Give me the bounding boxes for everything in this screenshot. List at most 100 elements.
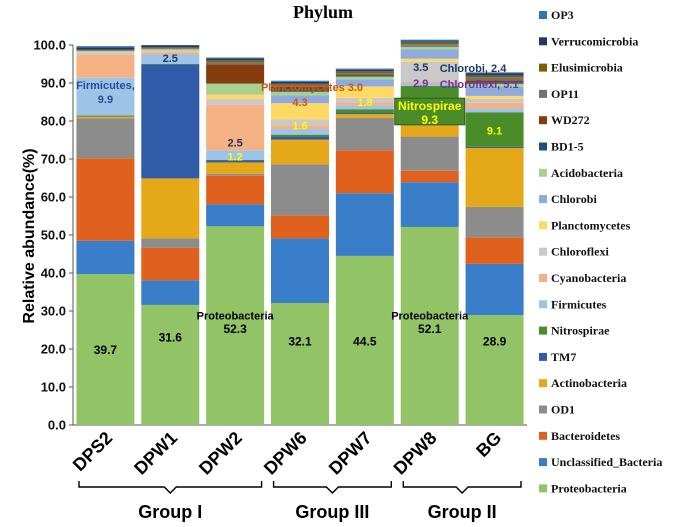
bar-segment-dpw7-acidobacteria xyxy=(335,76,394,80)
bar-segment-bg-od1 xyxy=(465,206,524,238)
legend-swatch-planctomycetes xyxy=(539,221,547,230)
bar-segment-dpw2-wd272 xyxy=(206,64,265,84)
bar-segment-dpw6-od1 xyxy=(271,164,329,216)
bar-segment-dpw8-elusimicrobia xyxy=(400,42,459,45)
axes: 0.0 10.0 20.0 30.0 40.0 50.0 60.0 70.0 80.0 90.0 1… xyxy=(33,38,527,433)
legend-label: Acidobacteria xyxy=(551,166,623,180)
y-tick-label: 50.0 xyxy=(41,228,66,243)
bar-segment-dps2-actinobacteria xyxy=(76,116,135,119)
nitrospirae-callout-text: Nitrospirae xyxy=(398,99,462,113)
y-tick-label: 70.0 xyxy=(41,152,66,167)
bar-label: Chlorobi, 2.4 xyxy=(440,63,508,75)
bar-segment-dpw2-bacteroidetes xyxy=(206,175,265,205)
legend-label: Actinobacteria xyxy=(551,376,627,390)
bar-segment-dpw8-od1 xyxy=(400,136,459,171)
bar-segment-bg-tm7 xyxy=(465,146,524,148)
bar-segment-dps2-cyanobacteria xyxy=(76,54,135,78)
legend-swatch-verrucomicrobia xyxy=(539,37,547,46)
bar-segment-dpw1-bacteroidetes xyxy=(141,247,200,281)
bar-segment-dps2-tm7 xyxy=(76,115,135,117)
bar-segment-bg-op3 xyxy=(465,72,524,74)
bar-segment-bg-op11 xyxy=(465,77,524,81)
bar-label: 3.5 xyxy=(413,62,428,74)
chart-title: Phylum xyxy=(293,2,353,22)
category-label-dpw7: DPW7 xyxy=(325,428,376,479)
category-label-dps2: DPS2 xyxy=(69,428,116,475)
bar-segment-dpw1-tm7 xyxy=(141,64,200,179)
legend-swatch-chlorobi xyxy=(539,195,547,204)
group-bracket xyxy=(78,481,263,494)
bar-segment-dpw2-planctomycetes xyxy=(206,94,265,99)
legend-swatch-proteobacteria xyxy=(539,484,547,493)
bar-segment-bg-proteobacteria xyxy=(465,315,524,425)
bar-segment-dpw7-unclassified-bacteria xyxy=(335,193,394,256)
bar-segment-dpw6-acidobacteria xyxy=(271,91,329,96)
bar-segment-dpw6-actinobacteria xyxy=(271,139,329,165)
bar-segment-dpw6-chlorobi xyxy=(271,95,329,104)
y-tick-label: 20.0 xyxy=(41,342,66,357)
group-label: Group I xyxy=(138,502,202,522)
bar-segment-dpw2-actinobacteria xyxy=(206,162,265,174)
legend-label: Bacteroidetes xyxy=(551,429,620,443)
legend-label: Proteobacteria xyxy=(551,481,627,495)
bar-label: Proteobacteria xyxy=(197,311,275,323)
bar-segment-dpw1-verrucomicrobia xyxy=(141,45,200,48)
legend-swatch-unclassified-bacteria xyxy=(539,458,547,467)
bar-segment-bg-actinobacteria xyxy=(465,147,524,207)
legend-swatch-firmicutes xyxy=(539,300,547,309)
bar-segment-dpw1-actinobacteria xyxy=(141,178,200,239)
bar-segment-dpw2-acidobacteria xyxy=(206,83,265,95)
bar-label: 9.1 xyxy=(487,126,502,138)
bar-label: 4.3 xyxy=(292,97,307,109)
bar-segment-dpw2-unclassified-bacteria xyxy=(206,204,265,227)
bar-label: 44.5 xyxy=(353,334,377,348)
category-label-dpw6: DPW6 xyxy=(260,428,311,479)
legend-swatch-bd1-5 xyxy=(539,142,547,151)
category-label-bg: BG xyxy=(472,428,505,461)
bar-segment-dpw7-actinobacteria xyxy=(335,114,394,118)
bar-segment-dpw2-proteobacteria xyxy=(206,226,265,425)
y-tick-label: 100.0 xyxy=(33,38,66,53)
legend-swatch-acidobacteria xyxy=(539,168,547,177)
category-label-dpw1: DPW1 xyxy=(130,428,181,479)
group-bracket xyxy=(272,481,392,494)
bar-segment-bg-planctomycetes xyxy=(465,95,524,99)
bar-segment-dpw7-nitrospirae xyxy=(335,109,394,114)
bar-segment-dpw6-op3 xyxy=(271,80,329,82)
bar-segment-dpw7-proteobacteria xyxy=(335,255,394,425)
bar-segment-dpw6-tm7 xyxy=(271,136,329,140)
bar-segment-dpw2-od1 xyxy=(206,173,265,176)
legend-swatch-elusimicrobia xyxy=(539,63,547,72)
bar-segment-dpw6-elusimicrobia xyxy=(271,83,329,85)
legend-swatch-op3 xyxy=(539,11,547,19)
legend-swatch-op11 xyxy=(539,89,547,98)
bar-segment-bg-chlorobi xyxy=(465,86,524,96)
bar-label: 39.7 xyxy=(94,343,118,357)
bar-label: Firmicutes, xyxy=(76,80,135,92)
bar-segment-dpw1-planctomycetes xyxy=(141,50,200,52)
bar-label: Chloroflexi, 5.1 xyxy=(440,79,519,91)
bar-segment-dpw6-nitrospirae xyxy=(271,134,329,137)
bar-segment-dpw2-elusimicrobia xyxy=(206,60,265,63)
bar-segment-dpw6-cyanobacteria xyxy=(271,125,329,129)
bar-segment-dps2-chloroflexi xyxy=(76,52,135,55)
legend-swatch-nitrospirae xyxy=(539,326,547,335)
legend-label: Nitrospirae xyxy=(551,324,610,338)
bar-segment-dpw1-acidobacteria xyxy=(141,49,200,50)
y-tick-label: 30.0 xyxy=(41,304,66,319)
bar-label: 2.5 xyxy=(163,53,178,65)
legend-swatch-actinobacteria xyxy=(539,379,547,388)
group-bracket xyxy=(402,481,522,494)
bar-segment-dpw6-planctomycetes xyxy=(271,103,329,120)
legend-swatch-wd272 xyxy=(539,116,547,125)
nitrospirae-callout-box xyxy=(394,97,466,126)
bar-segment-dpw7-bd1-5 xyxy=(335,75,394,77)
y-tick-label: 80.0 xyxy=(41,114,66,129)
bar-segment-dps2-bacteroidetes xyxy=(76,158,135,241)
bar-label: 1.8 xyxy=(357,97,372,109)
bar-segment-dpw6-op11 xyxy=(271,84,329,87)
legend-label: OP11 xyxy=(551,87,579,101)
bar-segment-dpw1-proteobacteria xyxy=(141,304,200,425)
group-label: Group III xyxy=(295,502,369,522)
category-labels: DPS2 DPW1 DPW2 DPW6 DPW7 DPW8 BG xyxy=(69,428,506,479)
